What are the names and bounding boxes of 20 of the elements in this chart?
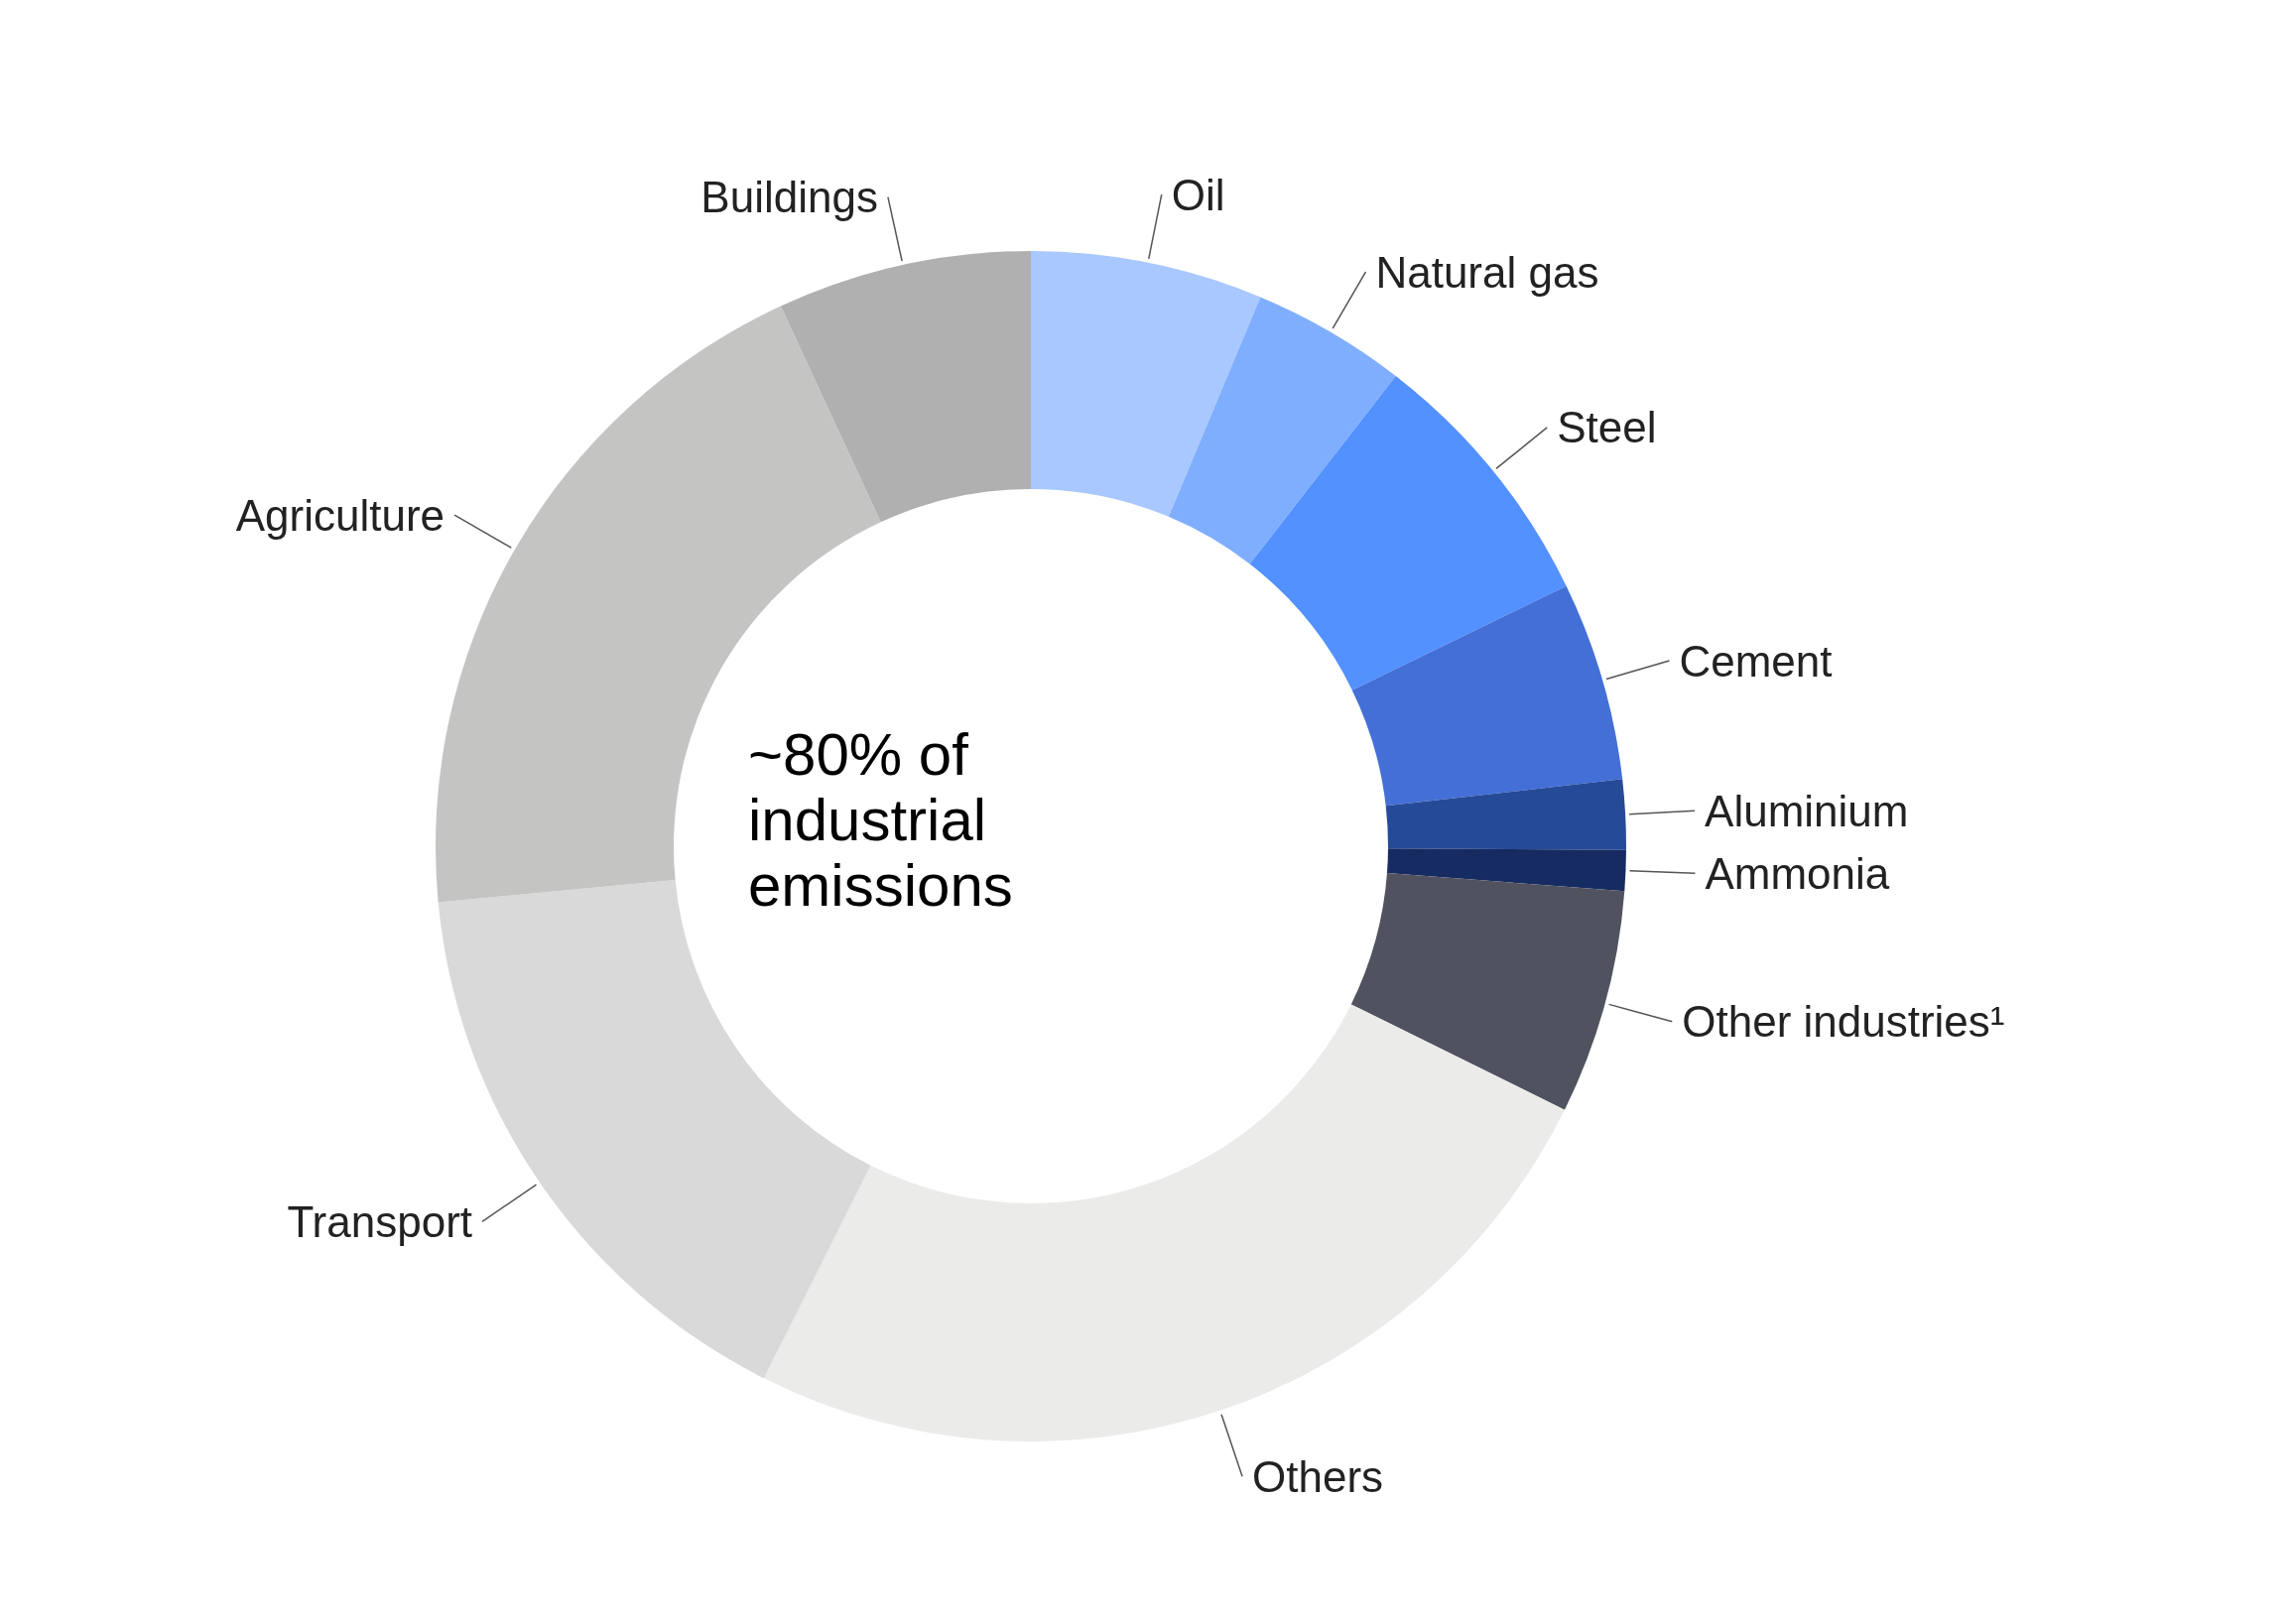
donut-slice (1351, 585, 1623, 807)
donut-slice (1031, 251, 1261, 517)
slice-label: Others (1252, 1451, 1384, 1501)
slice-label: Other industries¹ (1682, 997, 2005, 1047)
donut-slice (1385, 779, 1626, 850)
donut-slice (780, 251, 1031, 523)
slice-label: Cement (1679, 636, 1833, 686)
donut-slice (1168, 297, 1396, 564)
slice-label: Buildings (700, 173, 878, 222)
slice-label: Oil (1171, 170, 1225, 219)
text: ~80% of industrial emissions (748, 721, 1014, 919)
donut-slice (1350, 873, 1625, 1110)
slice-label: Steel (1557, 403, 1657, 452)
slice-label: Transport (287, 1196, 473, 1246)
slice-label: Agriculture (235, 490, 445, 540)
slice-label: Ammonia (1705, 848, 1890, 898)
donut-slice (1386, 848, 1626, 892)
slice-label: Natural gas (1375, 247, 1599, 297)
slice-label: Aluminium (1705, 786, 1909, 835)
donut-slice (763, 1004, 1565, 1441)
